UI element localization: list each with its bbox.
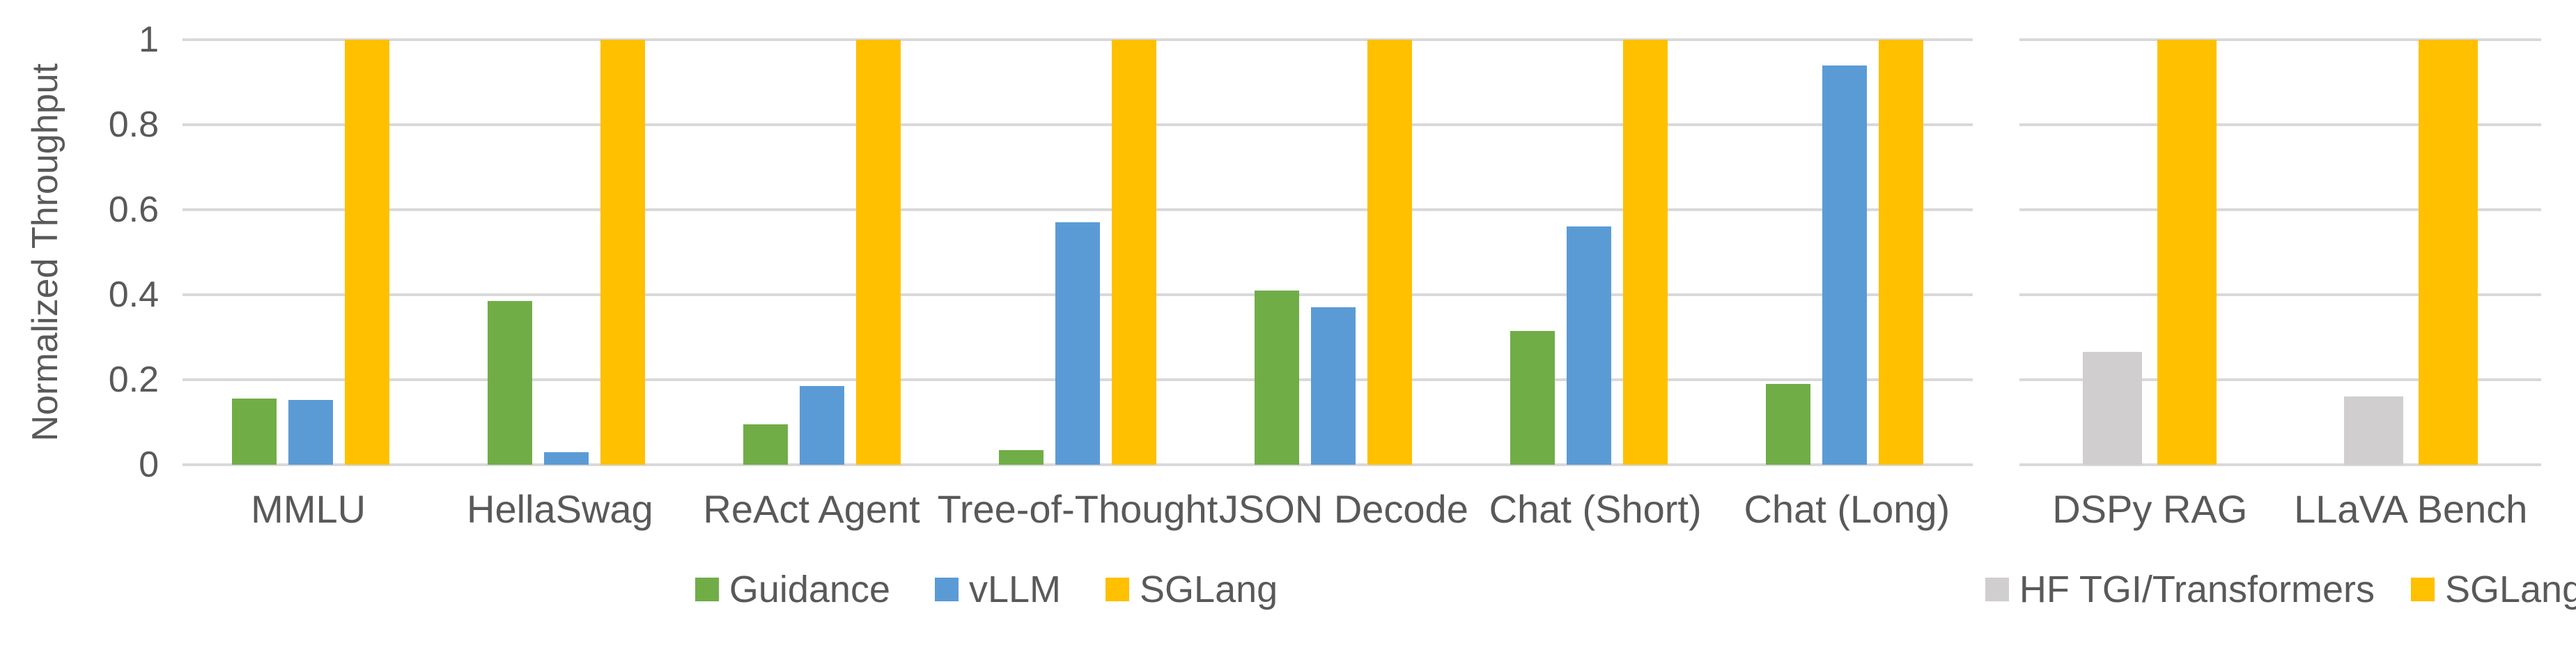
left-chart-plot-area [183,38,1973,466]
bar-group-mmlu [183,40,438,465]
legend-item-guidance: Guidance [695,568,890,611]
legend-label: SGLang [2444,569,2576,610]
gridline [2019,378,2541,381]
y-tick-label: 0 [139,445,159,485]
category-label: ReAct Agent [703,487,920,531]
right-chart-category-axis: DSPy RAG LLaVA Bench [2019,486,2541,532]
bar-guidance [743,424,788,465]
bar-groups [183,40,1973,465]
bar-guidance [487,301,532,465]
gridline [183,123,1973,126]
y-tick-label: 0.4 [108,275,159,315]
bar-sglang [1879,40,1924,465]
bar-guidance [231,399,277,465]
bar-guidance [1766,384,1811,465]
bar-hf-tgi-transformers [2083,352,2143,465]
legend-item-sglang: SGLang [1105,568,1278,611]
bar-group-tree-of-thought [949,40,1205,465]
gridline [2019,208,2541,211]
bar-vllm [543,452,589,465]
bar-sglang [344,40,389,465]
bar-sglang [1111,40,1156,465]
legend-label: Guidance [729,569,890,610]
gridline [2019,123,2541,126]
category-label: LLaVA Bench [2294,487,2528,531]
category-label: Chat (Short) [1489,487,1702,531]
left-chart-legend: Guidance vLLM SGLang [0,569,1973,610]
legend-label: SGLang [1140,569,1278,610]
bar-groups [2019,40,2541,465]
bar-group-chat-long- [1717,40,1973,465]
legend-swatch-icon [1985,578,2009,601]
bar-sglang [600,40,645,465]
gridline [183,38,1973,41]
bar-vllm [1311,307,1356,465]
y-tick-label: 0.6 [108,190,159,230]
right-chart-legend: HF TGI/Transformers SGLang [1985,568,2576,611]
legend-swatch-icon [1105,578,1130,601]
legend-item-hf-tgi-transformers: HF TGI/Transformers [1985,568,2375,611]
gridline [183,208,1973,211]
legend-swatch-icon [2410,578,2435,601]
category-label: Chat (Long) [1744,487,1950,531]
left-chart-category-axis: MMLU HellaSwag ReAct Agent Tree-of-Thought J… [183,486,1973,532]
bar-sglang [1623,40,1668,465]
gridline [2019,293,2541,296]
bar-guidance [1255,290,1300,465]
bar-group-chat-short- [1461,40,1717,465]
bar-group-react-agent [694,40,949,465]
category-label: MMLU [251,487,366,531]
category-label: Tree-of-Thought [937,487,1218,531]
gridline [183,463,1973,466]
bar-group-dspy-rag [2019,40,2281,465]
bar-group-llava-bench [2281,40,2542,465]
bar-guidance [1510,330,1555,465]
bar-sglang [2157,40,2217,465]
legend-item-sglang: SGLang [2410,568,2576,611]
legend-swatch-icon [695,578,719,601]
bar-vllm [799,386,844,465]
bar-vllm [288,400,333,465]
category-label: HellaSwag [467,487,653,531]
y-axis-tick-labels: 1 0.8 0.6 0.4 0.2 0 [0,22,159,483]
bar-hf-tgi-transformers [2343,396,2403,465]
category-label: DSPy RAG [2052,487,2248,531]
gridline [2019,38,2541,41]
right-chart-plot-area [2019,38,2541,466]
bar-group-json-decode [1206,40,1461,465]
legend-label: vLLM [968,569,1062,610]
category-label: JSON Decode [1218,487,1468,531]
bar-guidance [998,449,1043,465]
bar-group-hellaswag [438,40,694,465]
legend-label: HF TGI/Transformers [2019,569,2375,610]
bar-vllm [1822,65,1868,465]
y-tick-label: 0.2 [108,360,159,400]
bar-vllm [1055,222,1100,465]
gridline [2019,463,2541,466]
bar-sglang [855,40,901,465]
bar-vllm [1567,226,1612,465]
bar-sglang [2418,40,2478,465]
y-tick-label: 1 [139,20,159,60]
bar-sglang [1367,40,1413,465]
legend-item-vllm: vLLM [934,568,1062,611]
y-tick-label: 0.8 [108,105,159,145]
legend-swatch-icon [934,578,959,601]
